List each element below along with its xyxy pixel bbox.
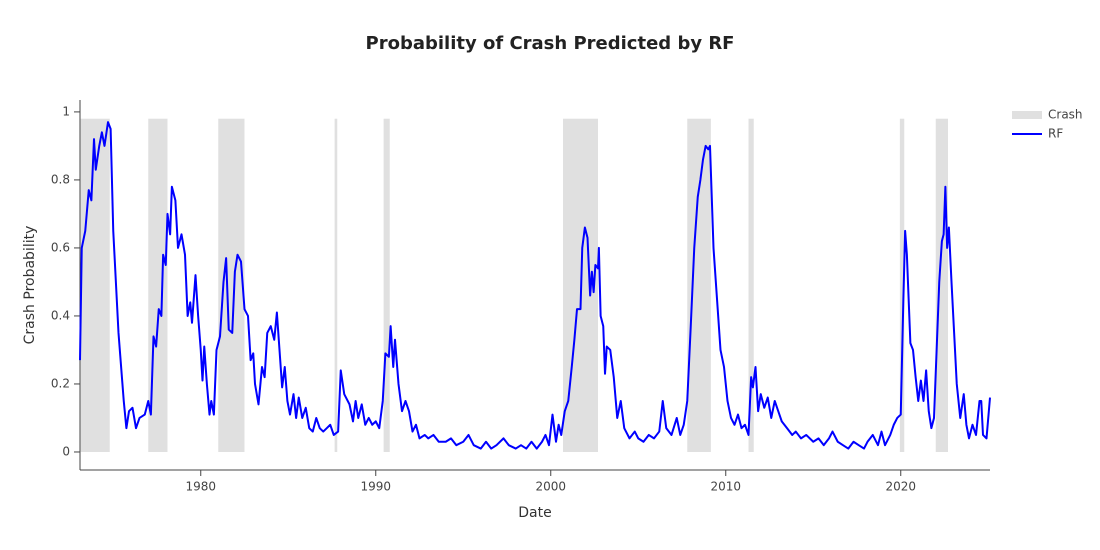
y-tick-label: 0.2 xyxy=(51,376,70,390)
legend-label: RF xyxy=(1048,127,1063,141)
y-axis-title: Crash Probability xyxy=(22,226,38,345)
x-tick-label: 1990 xyxy=(360,480,391,494)
x-tick-label: 1980 xyxy=(185,480,216,494)
y-tick-label: 0.6 xyxy=(51,240,70,254)
crash-period xyxy=(218,118,245,452)
y-tick-label: 0 xyxy=(62,444,70,458)
y-tick-label: 1 xyxy=(62,104,70,118)
legend-label: Crash xyxy=(1048,108,1083,122)
x-tick-label: 2020 xyxy=(885,480,916,494)
x-tick-label: 2010 xyxy=(710,480,741,494)
y-tick-label: 0.8 xyxy=(51,172,70,186)
x-tick-label: 2000 xyxy=(535,480,566,494)
crash-period xyxy=(687,118,711,452)
crash-period xyxy=(80,118,110,452)
chart-title: Probability of Crash Predicted by RF xyxy=(366,33,735,54)
crash-period xyxy=(334,118,338,452)
y-tick-label: 0.4 xyxy=(51,308,70,322)
crash-period xyxy=(748,118,754,452)
crash-period xyxy=(383,118,390,452)
legend-swatch xyxy=(1012,111,1042,119)
crash-period xyxy=(935,118,948,452)
crash-period xyxy=(899,118,905,452)
x-axis-title: Date xyxy=(518,505,551,521)
rf-line xyxy=(79,121,991,450)
